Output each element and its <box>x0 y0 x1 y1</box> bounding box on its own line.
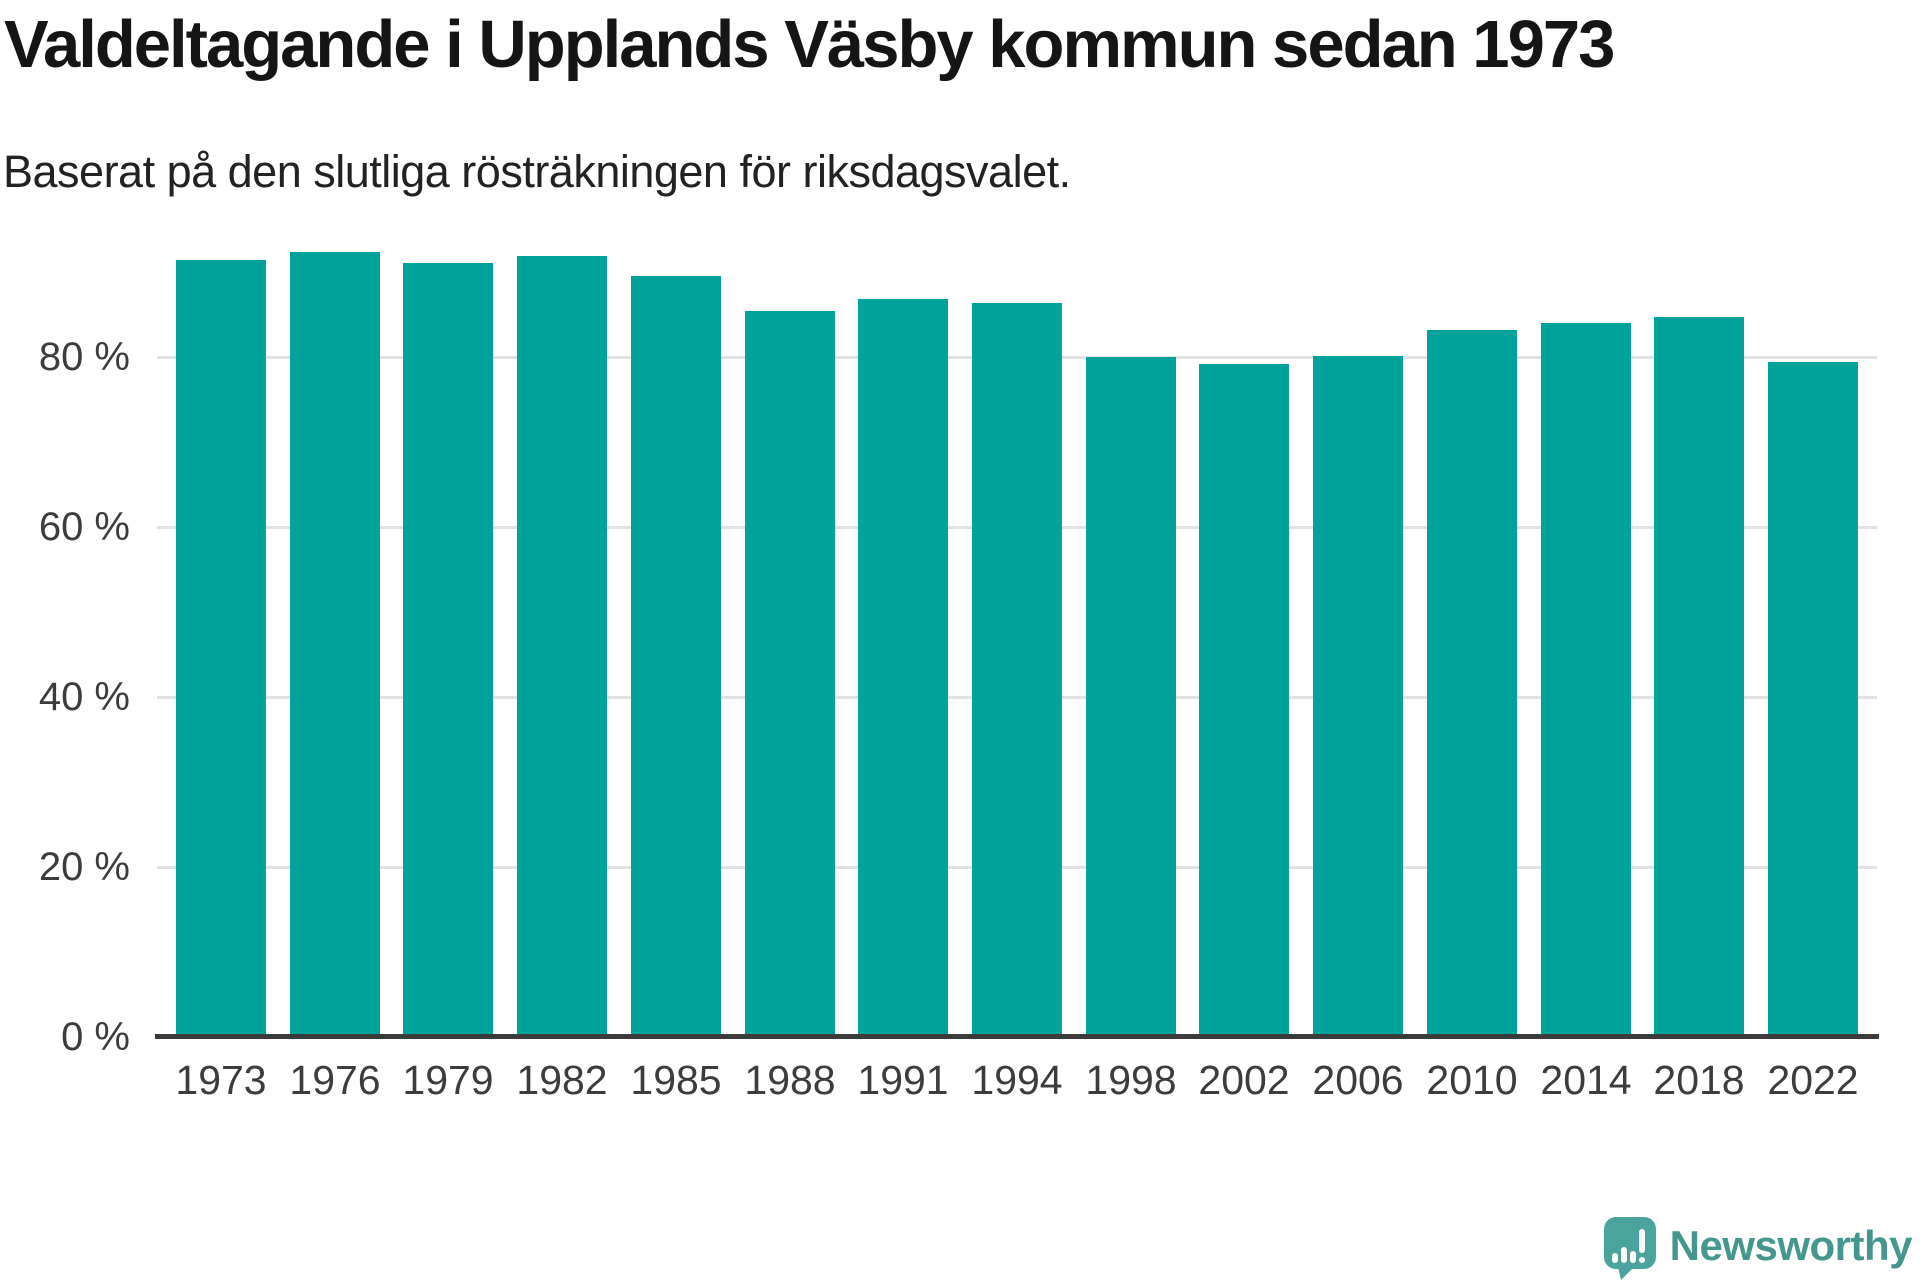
x-tick-label-2018: 2018 <box>1653 1057 1745 1103</box>
y-tick-label-20: 20 % <box>38 845 130 889</box>
bar-1994 <box>972 303 1062 1037</box>
bar-2010 <box>1427 330 1517 1037</box>
x-tick-label-2014: 2014 <box>1540 1057 1632 1103</box>
x-tick-label-1979: 1979 <box>402 1057 494 1103</box>
x-tick-label-1976: 1976 <box>289 1057 381 1103</box>
x-tick-label-2022: 2022 <box>1767 1057 1859 1103</box>
y-tick-label-0: 0 % <box>61 1015 130 1059</box>
newsworthy-logo-icon <box>1603 1217 1656 1280</box>
newsworthy-logo: Newsworthy <box>1603 1212 1913 1280</box>
bar-2018 <box>1654 317 1744 1037</box>
bar-1998 <box>1086 357 1176 1037</box>
x-tick-label-1991: 1991 <box>857 1057 949 1103</box>
bar-2014 <box>1541 323 1631 1037</box>
y-tick-label-40: 40 % <box>38 675 130 719</box>
bar-1973 <box>176 260 266 1037</box>
bar-2022 <box>1768 362 1858 1037</box>
y-tick-label-60: 60 % <box>38 505 130 549</box>
bar-1982 <box>517 256 607 1037</box>
bar-1988 <box>745 311 835 1037</box>
x-tick-label-2006: 2006 <box>1312 1057 1404 1103</box>
bar-1985 <box>631 276 721 1037</box>
newsworthy-logo-text: Newsworthy <box>1669 1222 1913 1269</box>
y-tick-label-80: 80 % <box>38 335 130 379</box>
chart-title: Valdeltagande i Upplands Väsby kommun se… <box>4 7 1615 82</box>
bar-2006 <box>1313 356 1403 1037</box>
bar-1991 <box>858 299 948 1037</box>
x-tick-label-1994: 1994 <box>971 1057 1063 1103</box>
x-axis-line <box>155 1034 1879 1039</box>
x-tick-label-1998: 1998 <box>1085 1057 1177 1103</box>
x-tick-label-2010: 2010 <box>1426 1057 1518 1103</box>
x-tick-label-2002: 2002 <box>1198 1057 1290 1103</box>
bar-1976 <box>290 252 380 1037</box>
x-tick-label-1985: 1985 <box>630 1057 722 1103</box>
x-tick-label-1973: 1973 <box>175 1057 267 1103</box>
bar-2002 <box>1199 364 1289 1037</box>
x-tick-label-1988: 1988 <box>744 1057 836 1103</box>
bar-1979 <box>403 263 493 1037</box>
chart-subtitle: Baserat på den slutliga rösträkningen fö… <box>3 146 1071 197</box>
x-tick-label-1982: 1982 <box>516 1057 608 1103</box>
